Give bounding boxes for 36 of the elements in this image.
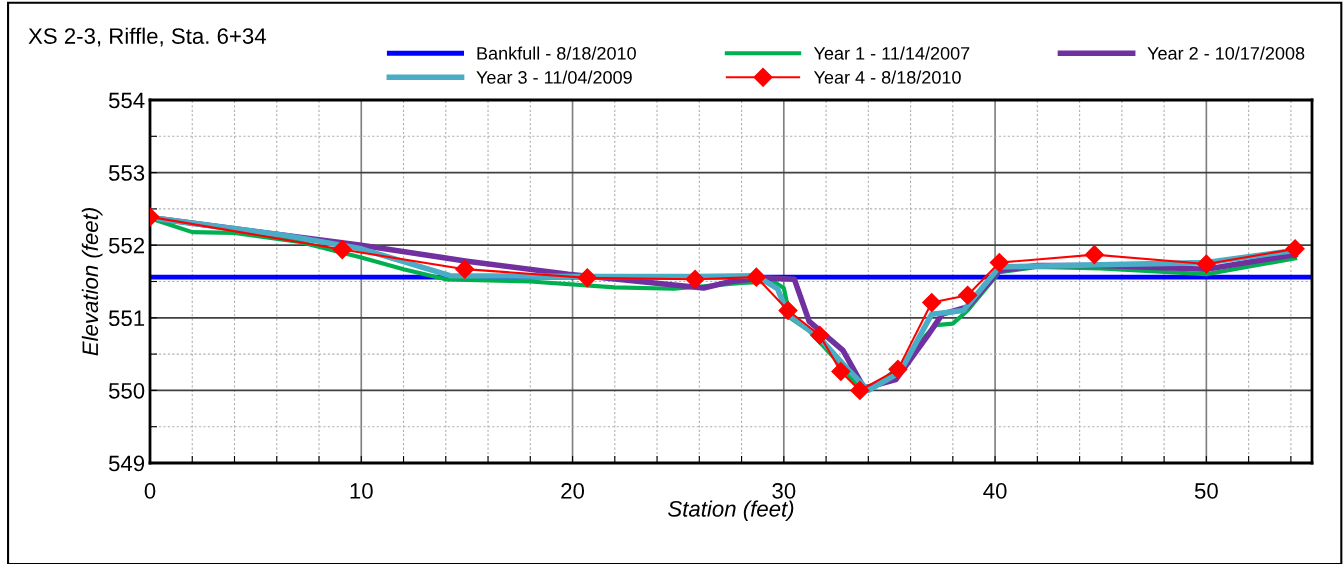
x-tick-label: 50 — [1194, 483, 1218, 499]
y-tick-label: 551 — [108, 310, 145, 327]
x-axis-title: Station (feet) — [668, 500, 794, 522]
point — [922, 293, 942, 313]
x-tick-label: 20 — [561, 483, 585, 499]
legend-label: Bankfull - 8/18/2010 — [477, 46, 636, 60]
point — [850, 380, 870, 400]
point — [810, 325, 830, 345]
point — [958, 285, 978, 305]
y-tick-label: 549 — [108, 455, 145, 472]
chart-title: XS 2-3, Riffle, Sta. 6+34 — [28, 27, 266, 47]
point — [989, 253, 1009, 273]
point — [831, 361, 851, 382]
legend-label: Year 1 - 11/14/2007 — [813, 46, 970, 60]
point — [888, 359, 908, 379]
x-tick-label: 0 — [144, 483, 156, 499]
point — [746, 267, 766, 287]
point — [1084, 245, 1104, 265]
y-tick-label: 550 — [108, 382, 145, 399]
y-tick-label: 554 — [108, 92, 145, 109]
point — [685, 269, 705, 289]
point — [1196, 254, 1216, 274]
x-tick-label: 30 — [772, 483, 796, 499]
legend-label: Year 3 - 11/04/2009 — [476, 70, 632, 84]
x-tick-label: 40 — [983, 483, 1007, 499]
x-tick-label: 10 — [350, 483, 373, 499]
point — [455, 259, 475, 279]
legend-label: Year 2 - 10/17/2008 — [1147, 46, 1305, 60]
point — [1285, 239, 1305, 259]
point — [778, 301, 798, 321]
y-axis-title: Elevation (feet) — [81, 208, 103, 356]
y-tick-label: 552 — [108, 237, 145, 254]
point — [332, 240, 352, 260]
y-tick-label: 553 — [108, 165, 145, 181]
legend-label: Year 4 - 8/18/2010 — [813, 70, 961, 84]
point — [577, 268, 597, 288]
